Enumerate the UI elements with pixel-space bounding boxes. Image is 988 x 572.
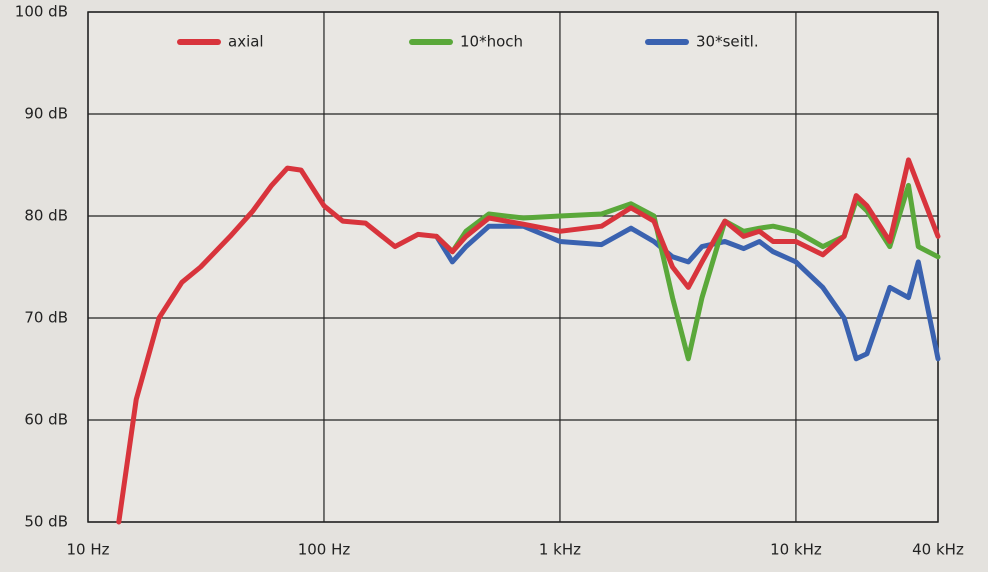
y-tick-label: 70 dB <box>24 309 68 327</box>
x-tick-label: 1 kHz <box>539 541 581 559</box>
x-tick-label: 100 Hz <box>298 541 351 559</box>
y-tick-label: 90 dB <box>24 105 68 123</box>
x-tick-label: 10 kHz <box>770 541 822 559</box>
x-tick-label: 40 kHz <box>912 541 964 559</box>
legend-label: 30*seitl. <box>696 33 759 51</box>
y-tick-label: 60 dB <box>24 411 68 429</box>
y-tick-label: 50 dB <box>24 513 68 531</box>
y-tick-label: 80 dB <box>24 207 68 225</box>
series-line <box>116 157 941 525</box>
x-tick-label: 10 Hz <box>66 541 109 559</box>
y-tick-label: 100 dB <box>15 3 68 21</box>
legend-label: axial <box>228 33 264 51</box>
legend-label: 10*hoch <box>460 33 523 51</box>
plot-area <box>87 11 939 523</box>
